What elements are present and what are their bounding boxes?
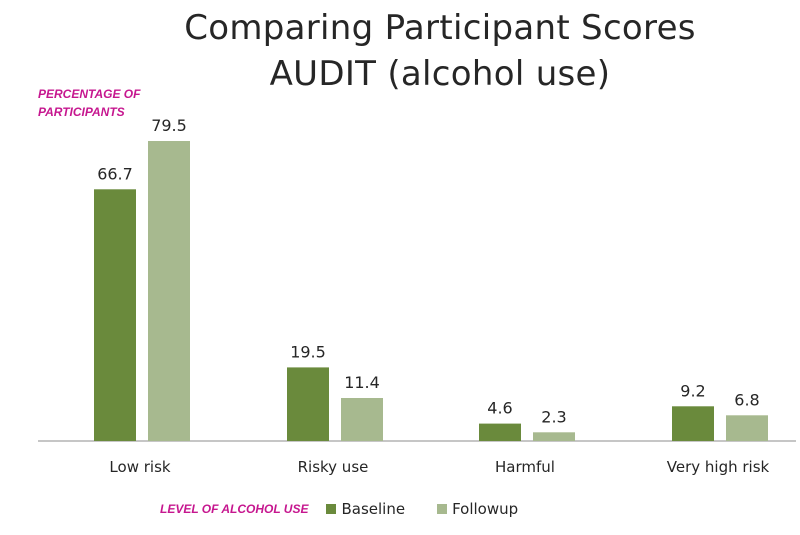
x-tick-label-harmful: Harmful — [495, 458, 555, 476]
data-label-baseline-risky-use: 19.5 — [290, 342, 326, 361]
bar-followup-risky-use — [341, 398, 383, 441]
data-label-baseline-low-risk: 66.7 — [97, 164, 133, 183]
data-label-baseline-harmful: 4.6 — [487, 399, 512, 418]
x-tick-label-very-high-risk: Very high risk — [667, 458, 770, 476]
bar-baseline-harmful — [479, 423, 521, 441]
x-axis-label: LEVEL OF ALCOHOL USE — [160, 502, 309, 516]
legend-swatch-followup — [437, 504, 448, 514]
legend-label-baseline: Baseline — [341, 500, 406, 518]
data-label-followup-low-risk: 79.5 — [151, 116, 187, 135]
y-axis-label: PERCENTAGE OF PARTICIPANTS — [38, 87, 141, 119]
legend: LEVEL OF ALCOHOL USE Baseline Followup — [160, 499, 550, 519]
legend-item-followup: Followup — [437, 500, 518, 518]
x-tick-label-low-risk: Low risk — [109, 458, 170, 476]
legend-label-followup: Followup — [452, 500, 519, 518]
data-label-followup-risky-use: 11.4 — [344, 373, 380, 392]
legend-swatch-baseline — [326, 504, 337, 514]
data-label-followup-harmful: 2.3 — [541, 407, 566, 426]
bar-followup-very-high-risk — [726, 415, 768, 441]
bar-baseline-very-high-risk — [672, 406, 714, 441]
bar-followup-harmful — [533, 432, 575, 441]
x-tick-label-risky-use: Risky use — [298, 458, 369, 476]
bar-followup-low-risk — [148, 141, 190, 441]
legend-item-baseline: Baseline — [326, 500, 405, 518]
data-label-followup-very-high-risk: 6.8 — [734, 390, 759, 409]
data-label-baseline-very-high-risk: 9.2 — [680, 381, 705, 400]
bar-baseline-risky-use — [287, 367, 329, 441]
chart-title: Comparing Participant Scores — [184, 8, 696, 48]
chart-subtitle: AUDIT (alcohol use) — [269, 54, 611, 94]
bar-baseline-low-risk — [94, 189, 136, 441]
